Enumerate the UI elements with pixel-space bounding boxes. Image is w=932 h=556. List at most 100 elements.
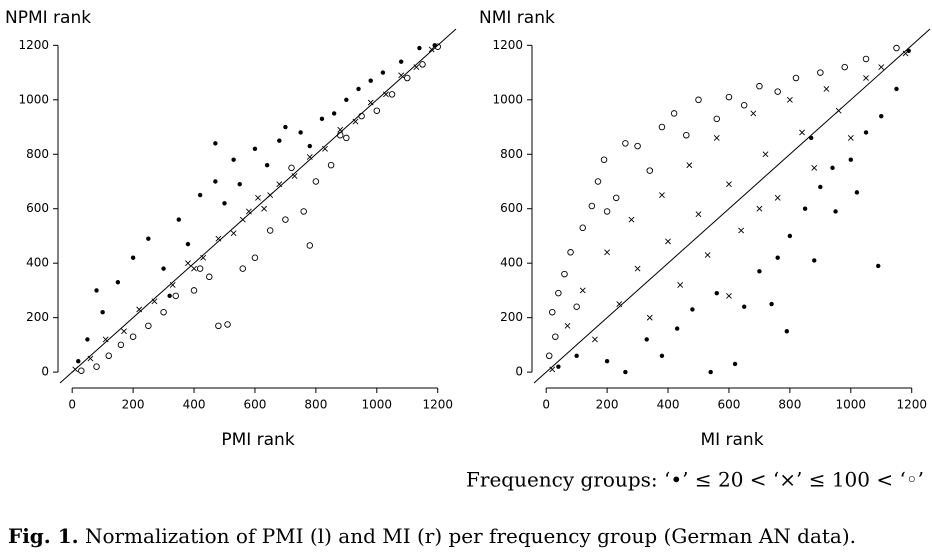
point-cross [756,205,763,212]
point-dot [876,263,881,269]
y-tick-label: 400 [26,256,49,270]
point-cross [352,118,359,125]
point-dot [894,86,899,92]
point-dot [100,310,105,315]
point-dot [185,241,191,247]
legend: Frequency groups: ‘•’ ≤ 20 < ‘×’ ≤ 100 <… [466,468,924,492]
point-cross [786,96,793,103]
point-cross [136,306,143,313]
point-circle [549,308,556,316]
point-dot [714,290,719,296]
point-circle [622,140,629,147]
point-dot [417,45,422,51]
point-circle [282,216,289,223]
point-cross [863,75,869,81]
point-dot [237,182,242,187]
y-tick-label: 0 [41,365,49,379]
point-cross [191,265,197,272]
point-cross [564,322,571,329]
point-circle [190,287,198,294]
point-cross [337,126,344,133]
point-cross [738,227,745,234]
x-tick-label: 1000 [836,398,867,412]
y-tick-label: 1000 [18,92,49,106]
point-cross [902,50,909,57]
y-tick-label: 600 [500,201,523,215]
point-cross [215,235,222,242]
point-dot [741,304,747,309]
point-circle [196,265,204,272]
point-cross [200,254,207,261]
point-cross [413,64,420,71]
point-dot [356,86,361,92]
point-cross [726,181,732,188]
x-tick-label: 600 [244,398,267,412]
point-cross [383,91,389,98]
x-tick-label: 1200 [896,398,927,412]
point-cross [72,366,79,373]
point-circle [552,333,559,340]
point-dot [197,192,203,198]
point-cross [628,216,635,223]
y-tick-label: 1200 [18,38,49,52]
y-tick-label: 600 [26,201,49,215]
point-circle [600,156,608,163]
point-dot [812,258,817,263]
point-dot [769,301,774,307]
point-circle [774,88,781,95]
point-cross [750,110,757,117]
point-cross [245,208,252,215]
point-circle [336,131,344,139]
point-dot [213,141,218,146]
point-dot [775,255,780,260]
point-dot [130,255,136,260]
point-dot [732,361,738,367]
point-cross [704,252,711,258]
point-dot [879,113,884,119]
point-dot [213,179,218,184]
diagonal [59,28,457,384]
point-dot [176,217,181,222]
point-dot [283,124,288,130]
point-circle [105,352,112,360]
x-tick-label: 0 [68,398,76,412]
point-circle [740,101,748,109]
point-circle [594,178,602,185]
point-dot [848,157,853,162]
y-tick-label: 800 [500,147,523,161]
point-dot [398,59,404,64]
point-cross [121,328,127,335]
point-cross [306,154,313,160]
point-circle [224,321,231,328]
point-dot [161,266,166,271]
x-tick-label: 800 [304,398,327,412]
point-cross [276,181,283,188]
x-tick-label: 400 [657,398,680,412]
point-circle [288,164,295,172]
point-circle [862,55,870,63]
point-cross [847,135,854,141]
point-circle [545,352,553,360]
point-circle [573,303,580,311]
point-cross [799,129,805,136]
point-cross [102,336,109,343]
point-circle [555,289,562,297]
point-cross [261,205,268,212]
point-cross [686,162,693,169]
point-circle [266,227,274,234]
point-cross [291,173,298,179]
point-circle [817,69,824,76]
point-dot [76,359,81,364]
point-cross [239,216,246,223]
point-circle [404,74,411,82]
point-dot [94,288,99,293]
point-cross [151,298,158,305]
point-cross [398,72,405,79]
point-circle [603,208,611,215]
point-cross [677,282,684,288]
point-circle [343,134,350,142]
point-circle [306,242,314,249]
x-tick-label: 200 [596,398,619,412]
point-cross [665,238,671,245]
